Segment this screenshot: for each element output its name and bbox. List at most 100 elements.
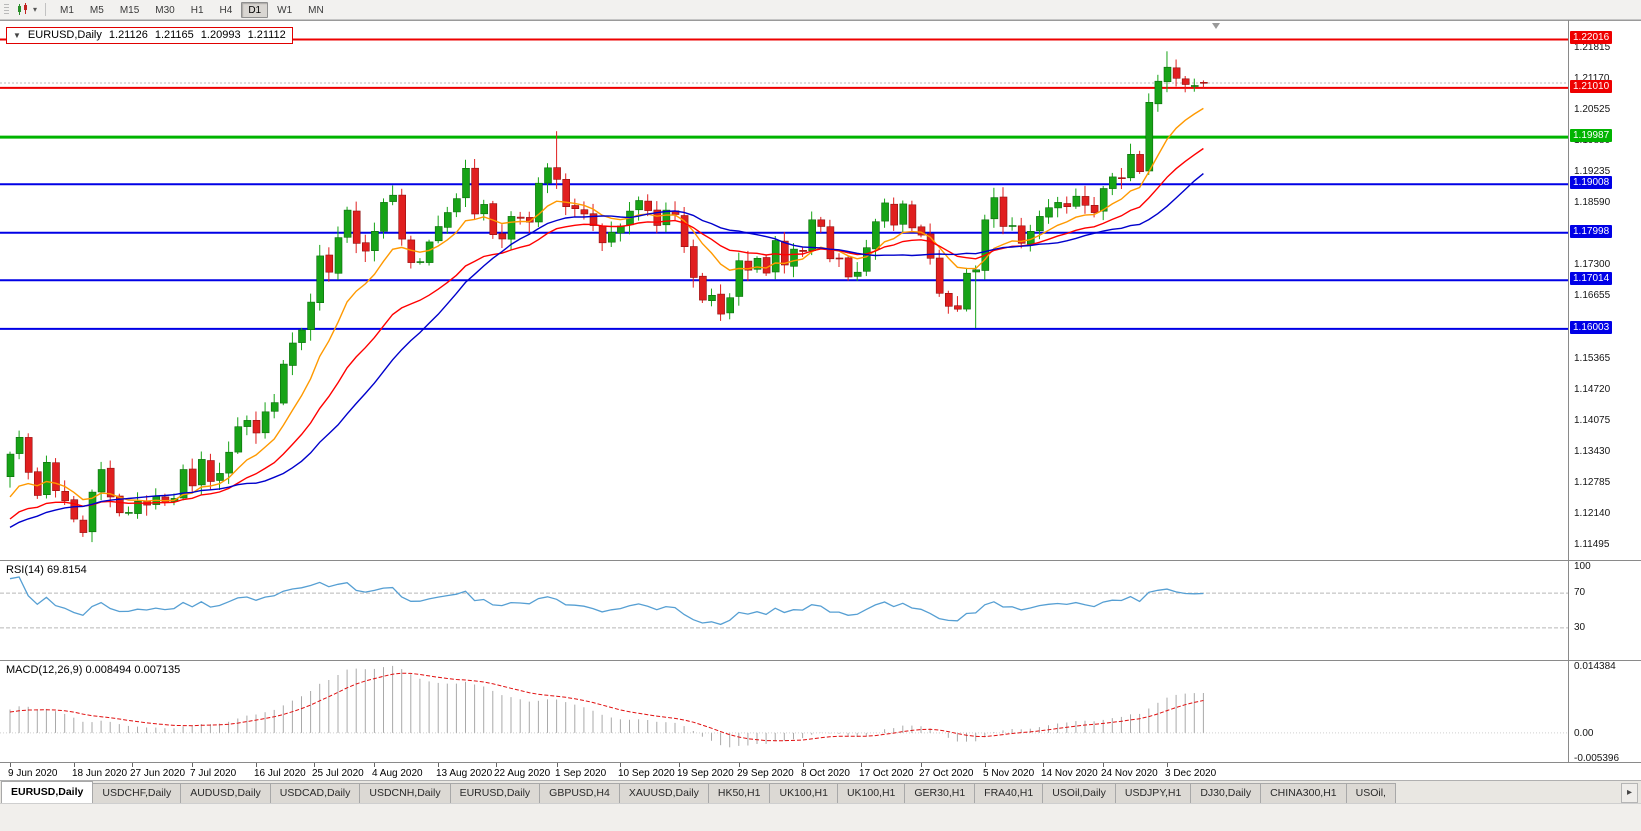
chart-tab[interactable]: EURUSD,Daily xyxy=(1,781,94,803)
date-label: 9 Jun 2020 xyxy=(8,768,58,779)
date-label: 1 Sep 2020 xyxy=(555,768,607,779)
timeframe-button-h1[interactable]: H1 xyxy=(190,4,204,16)
time-axis-tick xyxy=(557,763,558,767)
timeframe-button-mn[interactable]: MN xyxy=(308,4,324,16)
timeframe-button-w1[interactable]: W1 xyxy=(277,4,293,16)
date-label: 27 Oct 2020 xyxy=(919,768,974,779)
time-axis-tick xyxy=(438,763,439,767)
date-label: 22 Aug 2020 xyxy=(494,768,551,779)
time-axis-tick xyxy=(314,763,315,767)
macd-indicator-label: MACD(12,26,9) 0.008494 0.007135 xyxy=(6,664,181,676)
date-label: 24 Nov 2020 xyxy=(1101,768,1158,779)
date-label: 8 Oct 2020 xyxy=(801,768,850,779)
price-line-label: 1.19987 xyxy=(1570,129,1613,142)
chart-title: ▼ EURUSD,Daily 1.21126 1.21165 1.20993 1… xyxy=(6,27,293,44)
timeframe-button-m1[interactable]: M1 xyxy=(60,4,74,16)
date-label: 5 Nov 2020 xyxy=(983,768,1035,779)
price-tick-label: 1.20525 xyxy=(1574,104,1611,115)
timeframe-button-h4[interactable]: H4 xyxy=(219,4,233,16)
time-scale[interactable]: 9 Jun 2020 18 Jun 2020 27 Jun 2020 7 Jul 20… xyxy=(0,762,1641,780)
date-label: 14 Nov 2020 xyxy=(1041,768,1098,779)
date-label: 16 Jul 2020 xyxy=(254,768,306,779)
time-axis-tick xyxy=(985,763,986,767)
chart-tab[interactable]: CHINA300,H1 xyxy=(1260,783,1347,803)
price-line-label: 1.19008 xyxy=(1570,176,1613,189)
time-axis-tick xyxy=(192,763,193,767)
timeframe-button-d1[interactable]: D1 xyxy=(241,1,269,18)
price-tick-label: 1.12140 xyxy=(1574,508,1611,519)
rsi-indicator-label: RSI(14) 69.8154 xyxy=(6,564,87,576)
price-scale[interactable]: 1.218151.211701.205251.198801.192351.185… xyxy=(1569,20,1641,764)
macd-scale-min: -0.005396 xyxy=(1574,753,1620,764)
chart-tab[interactable]: USOil, xyxy=(1345,783,1396,803)
main-chart-panel[interactable]: ▼ EURUSD,Daily 1.21126 1.21165 1.20993 1… xyxy=(0,20,1641,560)
price-tick-label: 1.15365 xyxy=(1574,353,1611,364)
chart-tab[interactable]: GBPUSD,H4 xyxy=(539,783,620,803)
chart-tab-bar: EURUSD,Daily USDCHF,Daily AUDUSD,Daily USDC… xyxy=(0,780,1641,803)
chart-tab[interactable]: GER30,H1 xyxy=(904,783,976,803)
date-label: 3 Dec 2020 xyxy=(1165,768,1217,779)
chart-tab[interactable]: XAUUSD,Daily xyxy=(618,783,709,803)
time-axis-tick xyxy=(132,763,133,767)
time-axis-tick xyxy=(861,763,862,767)
chart-tab[interactable]: UK100,H1 xyxy=(769,783,838,803)
time-axis-tick xyxy=(74,763,75,767)
chart-tab[interactable]: USDCAD,Daily xyxy=(269,783,361,803)
toolbar-grip[interactable] xyxy=(4,3,9,16)
tab-scroll-right-icon[interactable]: ▸ xyxy=(1620,783,1638,803)
open-value: 1.21126 xyxy=(108,29,148,41)
macd-scale-zero: 0.00 xyxy=(1574,728,1594,739)
chart-tab[interactable]: FRA40,H1 xyxy=(974,783,1044,803)
one-click-trading-toggle[interactable]: ▼ xyxy=(13,30,21,40)
time-axis-tick xyxy=(496,763,497,767)
timeframe-toolbar: ▾ M1 M5 M15 M30 H1 H4 D1 W1 MN xyxy=(0,0,1641,20)
price-tick-label: 1.14720 xyxy=(1574,384,1611,395)
chart-tab[interactable]: UK100,H1 xyxy=(836,783,906,803)
macd-chart xyxy=(0,665,1569,748)
chart-tab[interactable]: USDCNH,Daily xyxy=(359,783,451,803)
chart-shift-marker[interactable] xyxy=(1212,23,1220,29)
status-strip xyxy=(0,803,1641,831)
chart-tab[interactable]: EURUSD,Daily xyxy=(449,783,541,803)
timeframe-button-m15[interactable]: M15 xyxy=(119,4,140,16)
date-label: 10 Sep 2020 xyxy=(618,768,675,779)
date-label: 17 Oct 2020 xyxy=(859,768,914,779)
time-axis-tick xyxy=(921,763,922,767)
price-axis-border xyxy=(1568,20,1569,762)
rsi-chart xyxy=(0,576,1569,629)
close-value: 1.21112 xyxy=(247,29,286,41)
time-axis-tick xyxy=(739,763,740,767)
timeframe-button-m5[interactable]: M5 xyxy=(89,4,104,16)
date-label: 4 Aug 2020 xyxy=(372,768,423,779)
macd-panel[interactable]: MACD(12,26,9) 0.008494 0.007135 xyxy=(0,660,1641,762)
price-tick-label: 1.13430 xyxy=(1574,446,1611,457)
chart-tab[interactable]: DJ30,Daily xyxy=(1190,783,1262,803)
rsi-panel[interactable]: RSI(14) 69.8154 xyxy=(0,560,1641,660)
chart-tab[interactable]: USOil,Daily xyxy=(1042,783,1116,803)
price-line-label: 1.22016 xyxy=(1570,31,1613,44)
chart-type-candlestick-icon[interactable] xyxy=(13,2,31,18)
date-label: 25 Jul 2020 xyxy=(312,768,364,779)
price-tick-label: 1.17300 xyxy=(1574,259,1611,270)
timeframe-button-m30[interactable]: M30 xyxy=(155,4,175,16)
price-tick-label: 1.21170 xyxy=(1574,73,1610,84)
chart-tab[interactable]: AUDUSD,Daily xyxy=(180,783,271,803)
price-tick-label: 1.18590 xyxy=(1574,197,1611,208)
time-axis-tick xyxy=(374,763,375,767)
chart-tab[interactable]: USDJPY,H1 xyxy=(1114,783,1192,803)
chart-tab[interactable]: HK50,H1 xyxy=(707,783,771,803)
chart-tab[interactable]: USDCHF,Daily xyxy=(92,783,182,803)
date-label: 29 Sep 2020 xyxy=(737,768,794,779)
date-label: 18 Jun 2020 xyxy=(72,768,128,779)
time-axis-tick xyxy=(1103,763,1104,767)
price-line-label: 1.17998 xyxy=(1570,225,1613,238)
time-axis-tick xyxy=(679,763,680,767)
price-line-label: 1.16003 xyxy=(1570,321,1613,334)
time-axis-tick xyxy=(256,763,257,767)
macd-scale-max: 0.014384 xyxy=(1574,661,1616,672)
high-value: 1.21165 xyxy=(154,29,194,41)
price-tick-label: 1.12785 xyxy=(1574,477,1611,488)
timeframe-buttons: M1 M5 M15 M30 H1 H4 D1 W1 MN xyxy=(52,1,332,18)
chart-type-dropdown-icon[interactable]: ▾ xyxy=(33,5,38,14)
